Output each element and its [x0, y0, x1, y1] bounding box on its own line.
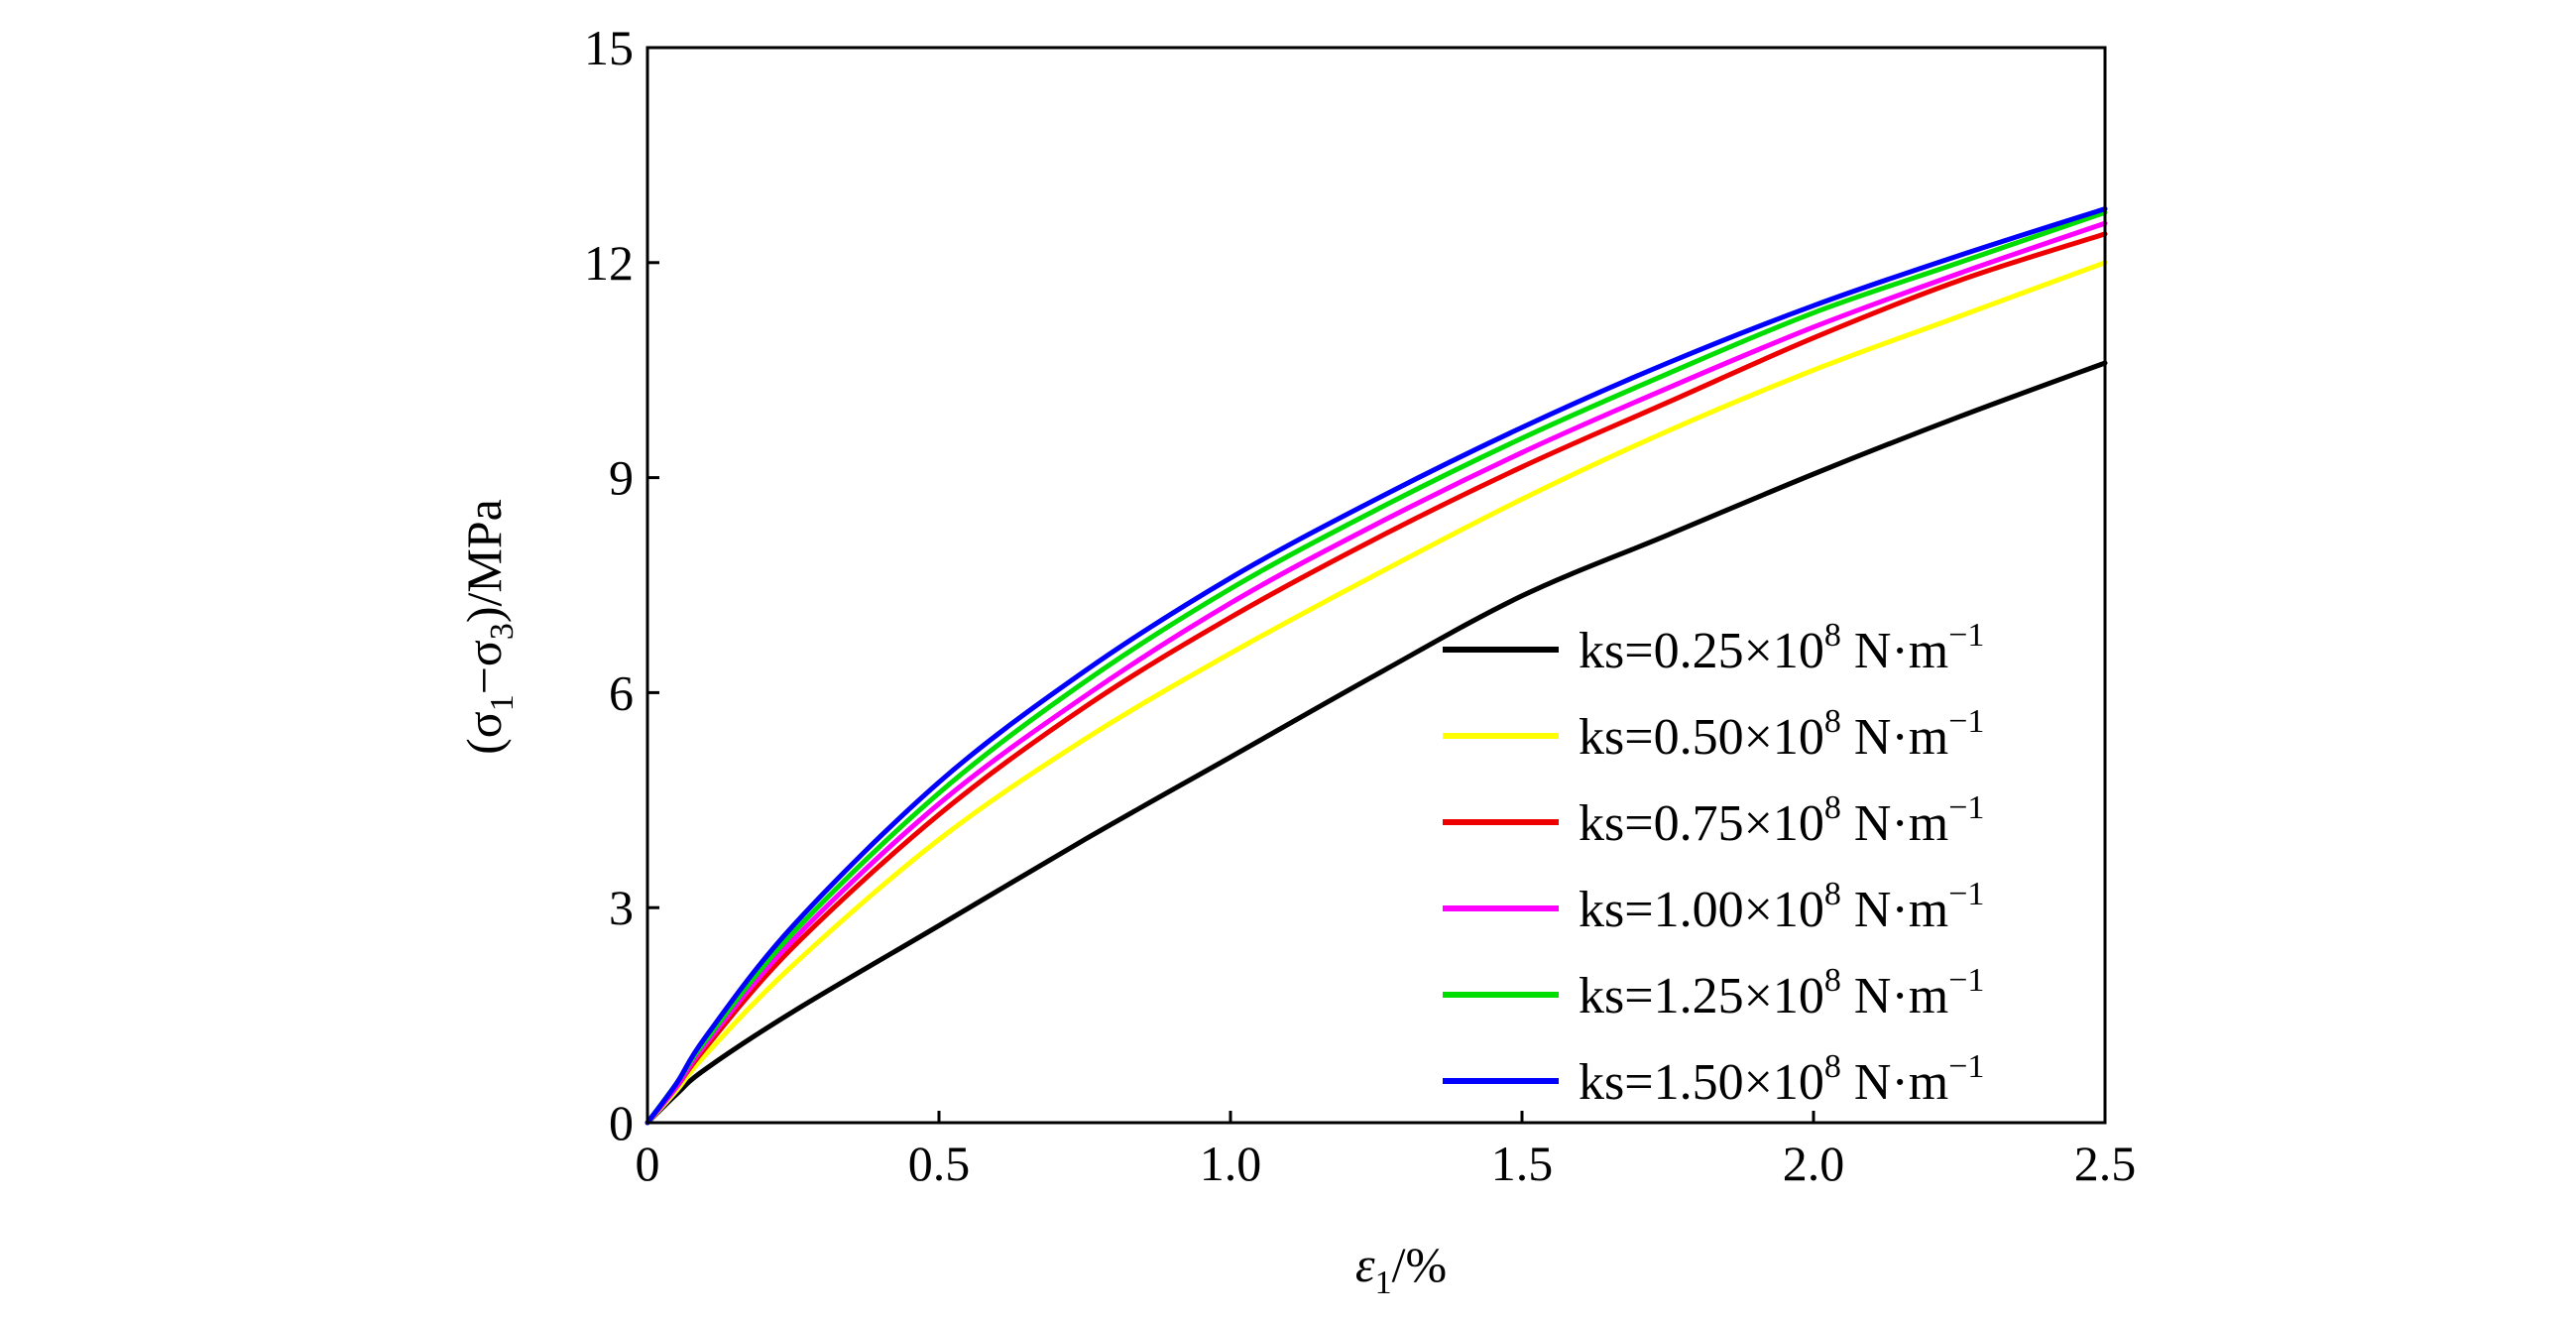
- legend: ks=0.25×108 N·m−1 ks=0.50×108 N·m−1 ks=0.7…: [1443, 617, 1984, 1111]
- legend-label-3: ks=0.75×108 N·m−1: [1579, 789, 1984, 852]
- series-line-4: [644, 220, 2108, 1126]
- x-axis-label-unit: /%: [1392, 1237, 1448, 1292]
- y-axis-label-open: (σ: [456, 711, 512, 755]
- legend-label-1: ks=0.25×108 N·m−1: [1579, 617, 1984, 679]
- y-axis-label-sub1: 1: [484, 694, 521, 711]
- y-tick-label: 6: [609, 664, 634, 720]
- legend-label-6: ks=1.50×108 N·m−1: [1579, 1048, 1984, 1111]
- y-tick-label: 9: [609, 450, 634, 506]
- series-layer: [644, 206, 2108, 1126]
- y-axis-label-unit: )/MPa: [456, 499, 512, 623]
- series-line-1: [644, 360, 2108, 1126]
- y-axis-label-minus: −σ: [456, 640, 512, 694]
- ticks-layer: 0 0.5 1.0 1.5 2.0 2.5 0 3 6 9 12 15: [584, 20, 2136, 1191]
- series-line-6: [644, 206, 2108, 1126]
- x-axis-label-symbol: ε: [1355, 1237, 1375, 1292]
- y-tick-label: 15: [584, 20, 634, 75]
- series-line-2: [644, 260, 2108, 1126]
- x-axis-label: ε1/%: [1355, 1237, 1447, 1301]
- x-axis-label-sub: 1: [1375, 1264, 1392, 1301]
- legend-label-5: ks=1.25×108 N·m−1: [1579, 962, 1984, 1024]
- x-tick-label: 1.0: [1200, 1136, 1262, 1191]
- plot-frame: [645, 46, 2107, 1125]
- x-tick-label: 2.5: [2074, 1136, 2137, 1191]
- y-tick-label: 12: [584, 235, 634, 291]
- y-tick-label: 0: [609, 1095, 634, 1150]
- x-tick-label: 2.0: [1783, 1136, 1845, 1191]
- legend-label-4: ks=1.00×108 N·m−1: [1579, 876, 1984, 938]
- x-tick-label: 0: [636, 1136, 660, 1191]
- series-line-5: [644, 209, 2108, 1126]
- x-tick-label: 0.5: [908, 1136, 971, 1191]
- series-line-3: [644, 231, 2108, 1126]
- y-tick-label: 3: [609, 880, 634, 935]
- y-axis-label: (σ1−σ3)/MPa: [456, 499, 521, 755]
- y-axis-label-sub3: 3: [484, 623, 521, 640]
- x-tick-label: 1.5: [1491, 1136, 1554, 1191]
- legend-label-2: ks=0.50×108 N·m−1: [1579, 703, 1984, 766]
